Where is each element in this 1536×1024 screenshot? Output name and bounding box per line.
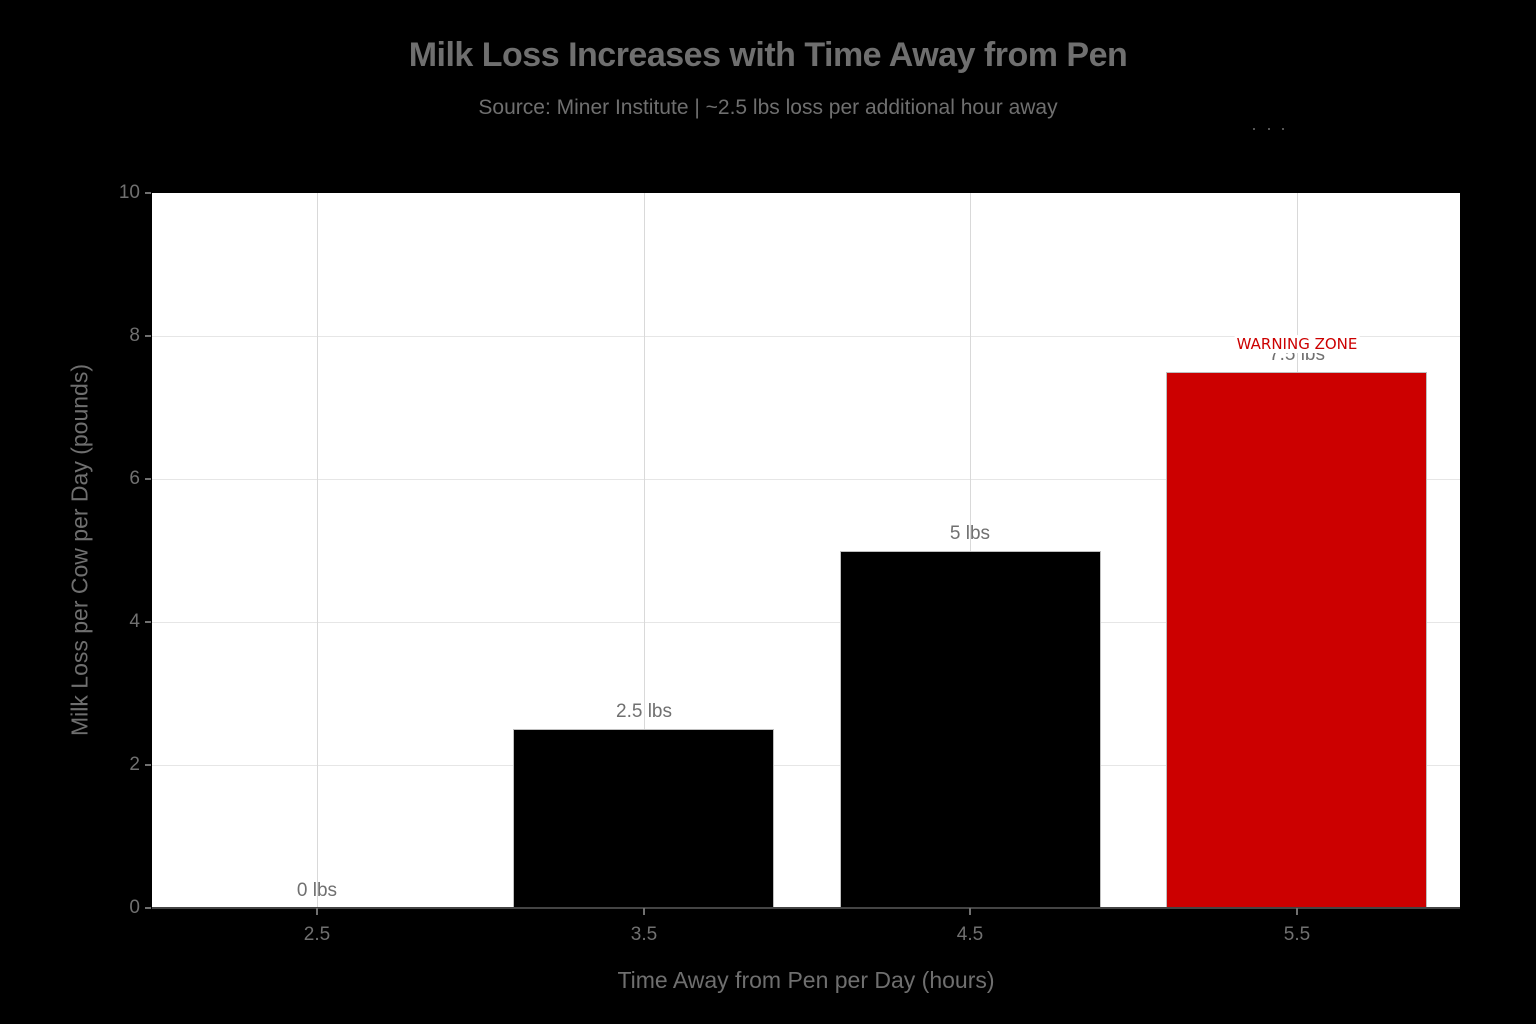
- y-tick-label: 2: [129, 754, 140, 775]
- x-tick-mark: [316, 908, 318, 915]
- x-tick-label: 2.5: [303, 924, 331, 945]
- bar-value-label: 5 lbs: [949, 523, 991, 544]
- x-tick-label: 3.5: [630, 924, 658, 945]
- chart-title: Milk Loss Increases with Time Away from …: [408, 36, 1128, 74]
- y-tick-label: 10: [118, 182, 140, 203]
- y-tick-label: 4: [129, 611, 140, 632]
- x-tick-mark: [1296, 908, 1298, 915]
- gridline-horizontal: [152, 765, 1460, 766]
- x-tick-label: 4.5: [956, 924, 984, 945]
- y-tick-label: 6: [129, 468, 140, 489]
- bar-3.5[interactable]: [513, 729, 774, 908]
- y-tick-label: 8: [129, 325, 140, 346]
- gridline-horizontal: [152, 622, 1460, 623]
- bar-value-label: 0 lbs: [296, 880, 338, 901]
- x-tick-mark: [643, 908, 645, 915]
- y-tick-mark: [145, 907, 151, 909]
- gridline-vertical: [970, 193, 971, 908]
- x-axis-title: Time Away from Pen per Day (hours): [617, 967, 995, 993]
- gridline-vertical: [644, 193, 645, 908]
- gridline-horizontal: [152, 336, 1460, 337]
- x-tick-label: 5.5: [1283, 924, 1311, 945]
- y-tick-mark: [145, 764, 151, 766]
- y-tick-mark: [145, 192, 151, 194]
- bar-5.5[interactable]: [1166, 372, 1427, 908]
- zero-line: [152, 907, 1460, 909]
- plot-area: 0 lbs 2.5 lbs 5 lbs 7.5 lbs WARNING ZONE: [152, 193, 1460, 909]
- y-tick-label: 0: [129, 897, 140, 918]
- y-tick-mark: [145, 335, 151, 337]
- bar-4.5[interactable]: [840, 551, 1101, 909]
- gridline-horizontal: [152, 479, 1460, 480]
- gridline-vertical: [317, 193, 318, 908]
- bar-value-label: 2.5 lbs: [616, 701, 672, 722]
- chart-subtitle: Source: Miner Institute | ~2.5 lbs loss …: [478, 96, 1058, 119]
- warning-zone-annotation: WARNING ZONE: [1234, 335, 1360, 353]
- y-tick-mark: [145, 478, 151, 480]
- x-tick-mark: [969, 908, 971, 915]
- y-tick-mark: [145, 621, 151, 623]
- y-axis-title: Milk Loss per Cow per Day (pounds): [66, 364, 93, 736]
- more-options-icon[interactable]: [1253, 128, 1285, 132]
